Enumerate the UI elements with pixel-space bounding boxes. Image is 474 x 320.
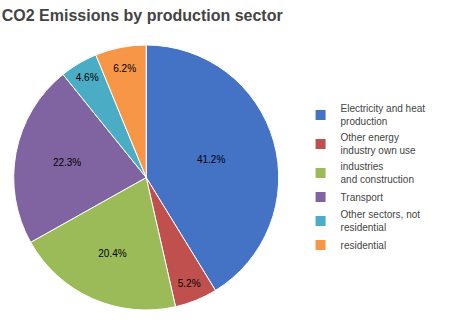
svg-text:residential: residential xyxy=(341,240,387,251)
svg-text:20.4%: 20.4% xyxy=(98,248,126,259)
svg-text:CO2 Emissions by production se: CO2 Emissions by production sector xyxy=(2,7,283,24)
svg-text:Other energyindustry own use: Other energyindustry own use xyxy=(341,132,416,156)
svg-text:22.3%: 22.3% xyxy=(53,157,81,168)
svg-text:Transport: Transport xyxy=(341,192,384,203)
svg-text:Other sectors, notresidential: Other sectors, notresidential xyxy=(341,209,421,233)
svg-text:6.2%: 6.2% xyxy=(113,63,136,74)
svg-text:Electricity and heatproduction: Electricity and heatproduction xyxy=(341,103,426,127)
svg-text:industriesand construction: industriesand construction xyxy=(341,161,414,185)
svg-text:41.2%: 41.2% xyxy=(197,154,225,165)
svg-text:4.6%: 4.6% xyxy=(76,72,99,83)
svg-text:5.2%: 5.2% xyxy=(178,278,201,289)
